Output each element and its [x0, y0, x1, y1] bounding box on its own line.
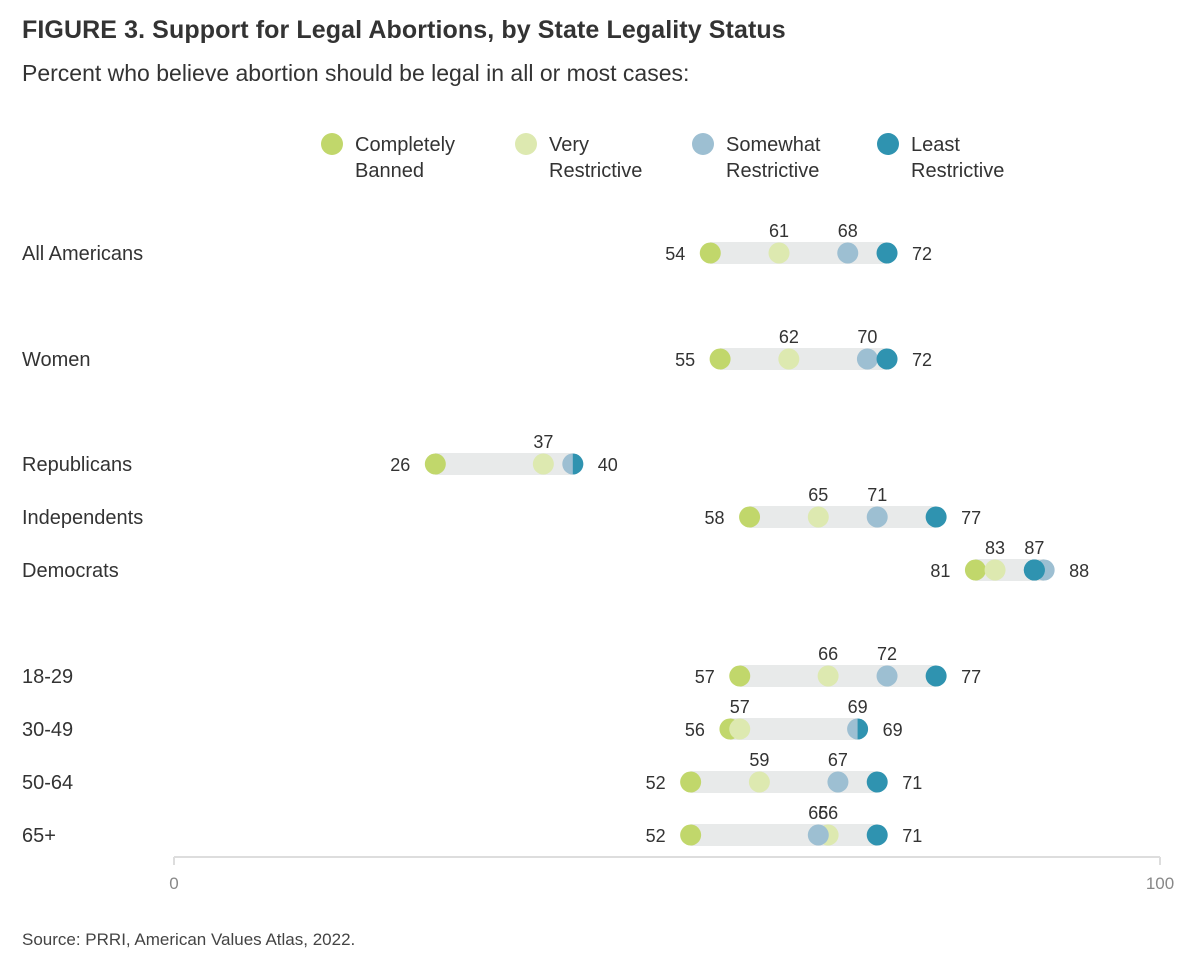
- dot-least-restrictive: [866, 771, 888, 793]
- row-label: 65+: [22, 825, 56, 847]
- value-label-high: 71: [902, 773, 922, 793]
- value-label-above: 69: [848, 697, 868, 717]
- dot-completely-banned: [699, 242, 721, 264]
- dot-very-restrictive: [984, 559, 1006, 581]
- legend-dot-icon: [515, 133, 537, 155]
- value-label-above: 70: [857, 327, 877, 347]
- value-label-above: 65: [808, 803, 828, 823]
- legend-item-least-restrictive: Least Restrictive: [877, 132, 1051, 184]
- value-label-above: 67: [828, 750, 848, 770]
- row-label: All Americans: [22, 243, 143, 265]
- row-label: 30-49: [22, 719, 73, 741]
- value-label-above: 68: [838, 221, 858, 241]
- legend-label: Very Restrictive: [549, 134, 643, 182]
- dot-least-restrictive: [866, 824, 888, 846]
- dot-completely-banned: [680, 771, 702, 793]
- row-label: 50-64: [22, 772, 73, 794]
- row-label: Democrats: [22, 560, 119, 582]
- dot-somewhat-restrictive: [866, 506, 888, 528]
- dot-least-restrictive-half: [572, 453, 584, 475]
- value-label-above: 72: [877, 644, 897, 664]
- value-label-low: 26: [390, 455, 410, 475]
- value-label-low: 52: [646, 826, 666, 846]
- chart-title: FIGURE 3. Support for Legal Abortions, b…: [22, 16, 786, 44]
- legend-item-somewhat-restrictive: Somewhat Restrictive: [692, 132, 866, 184]
- dot-least-restrictive: [1023, 559, 1045, 581]
- dot-somewhat-restrictive: [827, 771, 849, 793]
- value-label-above: 83: [985, 538, 1005, 558]
- range-track: [749, 506, 937, 528]
- value-label-low: 56: [685, 720, 705, 740]
- dot-somewhat-restrictive: [807, 824, 829, 846]
- dot-least-restrictive: [925, 665, 947, 687]
- dot-completely-banned: [964, 559, 986, 581]
- dot-completely-banned: [709, 348, 731, 370]
- dot-completely-banned: [739, 506, 761, 528]
- x-tick-label: 100: [1146, 874, 1174, 893]
- value-label-above: 66: [818, 644, 838, 664]
- value-label-high: 77: [961, 667, 981, 687]
- dot-least-restrictive-half: [857, 718, 869, 740]
- legend-dot-icon: [692, 133, 714, 155]
- value-label-above: 71: [867, 485, 887, 505]
- dot-least-restrictive: [876, 348, 898, 370]
- x-tick-label: 0: [169, 874, 178, 893]
- value-label-above: 59: [749, 750, 769, 770]
- legend-dot-icon: [877, 133, 899, 155]
- value-label-low: 54: [665, 244, 685, 264]
- legend-item-very-restrictive: Very Restrictive: [515, 132, 689, 184]
- value-label-above: 62: [779, 327, 799, 347]
- range-track: [710, 242, 888, 264]
- dot-very-restrictive: [817, 665, 839, 687]
- range-track: [729, 718, 858, 740]
- dot-very-restrictive: [768, 242, 790, 264]
- range-track: [690, 771, 878, 793]
- legend-label: Somewhat Restrictive: [726, 134, 821, 182]
- value-label-high: 40: [598, 455, 618, 475]
- value-label-low: 81: [930, 561, 950, 581]
- legend-item-completely-banned: Completely Banned: [321, 132, 495, 184]
- row-label: Republicans: [22, 454, 132, 476]
- dot-somewhat-restrictive: [837, 242, 859, 264]
- value-label-above: 65: [808, 485, 828, 505]
- dot-very-restrictive: [729, 718, 751, 740]
- legend-label: Completely Banned: [355, 134, 456, 182]
- chart-subtitle: Percent who believe abortion should be l…: [22, 60, 690, 86]
- value-label-high: 72: [912, 244, 932, 264]
- value-label-above: 61: [769, 221, 789, 241]
- legend-dot-icon: [321, 133, 343, 155]
- value-label-high: 88: [1069, 561, 1089, 581]
- value-label-high: 69: [883, 720, 903, 740]
- value-label-above: 87: [1024, 538, 1044, 558]
- dot-very-restrictive: [807, 506, 829, 528]
- range-track: [720, 348, 888, 370]
- value-label-low: 57: [695, 667, 715, 687]
- dot-least-restrictive: [876, 242, 898, 264]
- value-label-above: 57: [730, 697, 750, 717]
- value-label-low: 58: [705, 508, 725, 528]
- range-track: [690, 824, 878, 846]
- dot-somewhat-restrictive: [876, 665, 898, 687]
- dot-very-restrictive: [748, 771, 770, 793]
- legend-label: Least Restrictive: [911, 134, 1005, 182]
- value-label-high: 77: [961, 508, 981, 528]
- dot-very-restrictive: [778, 348, 800, 370]
- dot-least-restrictive: [925, 506, 947, 528]
- row-label: Women: [22, 349, 91, 371]
- row-label: 18-29: [22, 666, 73, 688]
- value-label-high: 72: [912, 350, 932, 370]
- value-label-low: 55: [675, 350, 695, 370]
- dot-completely-banned: [680, 824, 702, 846]
- dot-completely-banned: [424, 453, 446, 475]
- value-label-high: 71: [902, 826, 922, 846]
- source-note: Source: PRRI, American Values Atlas, 202…: [22, 930, 356, 949]
- dot-completely-banned: [729, 665, 751, 687]
- dot-very-restrictive: [532, 453, 554, 475]
- row-label: Independents: [22, 507, 143, 529]
- dot-somewhat-restrictive: [856, 348, 878, 370]
- value-label-low: 52: [646, 773, 666, 793]
- value-label-above: 66: [818, 803, 838, 823]
- value-label-above: 37: [533, 432, 553, 452]
